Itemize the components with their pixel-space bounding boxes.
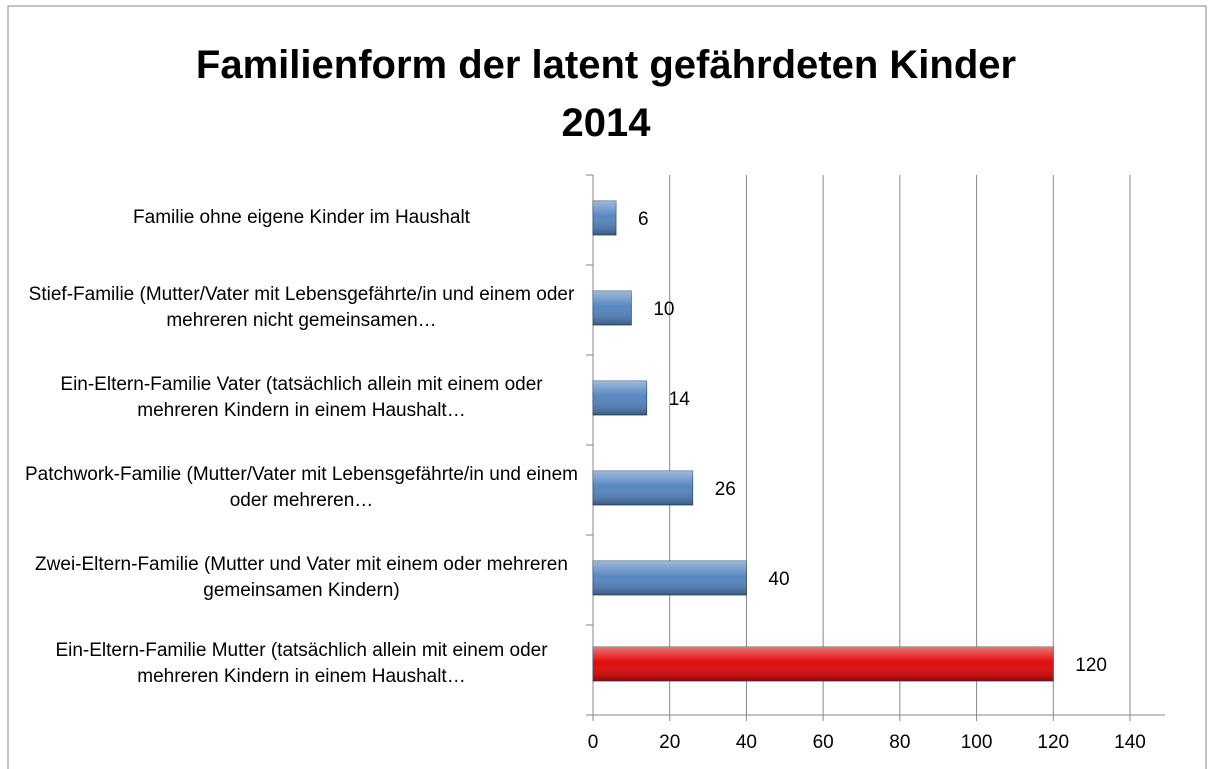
bar-shine: [593, 381, 647, 415]
value-label: 40: [768, 569, 789, 590]
y-tick-label: Ein-Eltern-Familie Mutter (tatsächlich a…: [55, 640, 548, 687]
bar-shine: [593, 561, 747, 595]
bar-shine: [593, 647, 1054, 681]
value-label: 14: [669, 389, 691, 410]
x-tick-label: 100: [961, 732, 993, 753]
value-label: 6: [638, 209, 649, 230]
bar-shine: [593, 291, 632, 325]
x-tick-label: 120: [1037, 732, 1069, 753]
y-tick-label: Stief-Familie (Mutter/Vater mit Lebensge…: [28, 284, 575, 331]
x-tick-label: 40: [736, 732, 757, 753]
bar-shine: [593, 471, 693, 505]
y-tick-label: Patchwork-Familie (Mutter/Vater mit Lebe…: [24, 464, 578, 511]
bar-shine: [593, 201, 617, 235]
value-label: 120: [1075, 655, 1107, 676]
y-tick-label: Ein-Eltern-Familie Vater (tatsächlich al…: [60, 374, 543, 421]
y-tick-label: Familie ohne eigene Kinder im Haushalt: [133, 207, 470, 228]
x-tick-label: 60: [813, 732, 834, 753]
frame: [7, 5, 1207, 769]
x-tick-label: 80: [889, 732, 910, 753]
x-tick-label: 140: [1114, 732, 1146, 753]
value-label: 26: [715, 479, 736, 500]
x-tick-label: 0: [588, 732, 599, 753]
y-tick-label: Zwei-Eltern-Familie (Mutter und Vater mi…: [35, 554, 568, 601]
chart-title: Familienform der latent gefährdeten Kind…: [195, 43, 1017, 145]
value-label: 10: [653, 299, 674, 320]
x-tick-label: 20: [659, 732, 680, 753]
